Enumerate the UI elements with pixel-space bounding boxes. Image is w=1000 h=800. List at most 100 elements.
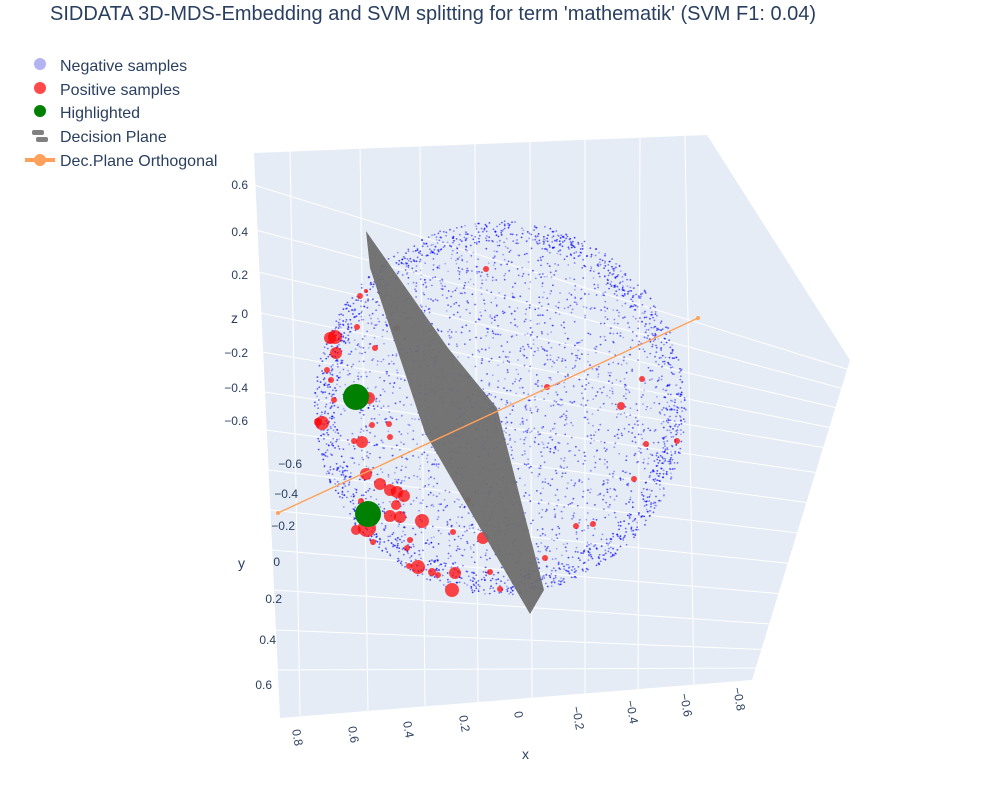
negative-sample-point	[643, 316, 646, 319]
negative-sample-point	[429, 279, 432, 281]
legend-item-negative[interactable]: Negative samples	[34, 58, 187, 75]
negative-sample-point	[461, 554, 464, 557]
negative-sample-point	[625, 384, 627, 387]
negative-sample-point	[419, 465, 422, 467]
negative-sample-point	[564, 546, 567, 549]
negative-sample-point	[546, 333, 549, 336]
negative-sample-point	[393, 382, 396, 384]
negative-sample-point	[537, 561, 540, 564]
negative-sample-point	[584, 459, 586, 462]
negative-sample-point	[475, 336, 477, 339]
negative-sample-point	[553, 539, 555, 542]
negative-sample-point	[633, 287, 635, 289]
legend-item-orthogonal[interactable]: Dec.Plane Orthogonal	[25, 153, 217, 170]
negative-sample-point	[529, 327, 532, 329]
negative-sample-point	[509, 389, 512, 392]
negative-sample-point	[367, 322, 370, 325]
negative-sample-point	[347, 339, 349, 342]
negative-sample-point	[593, 434, 595, 437]
negative-sample-point	[532, 343, 535, 346]
negative-sample-point	[549, 358, 552, 361]
negative-sample-point	[541, 441, 543, 444]
negative-sample-point	[682, 431, 685, 434]
negative-sample-point	[348, 372, 351, 375]
negative-sample-point	[367, 489, 370, 492]
negative-sample-point	[595, 345, 598, 348]
legend-item-positive[interactable]: Positive samples	[34, 82, 180, 99]
negative-sample-point	[634, 317, 637, 320]
negative-sample-point	[680, 429, 682, 431]
legend-item-highlighted[interactable]: Highlighted	[34, 105, 140, 122]
negative-sample-point	[470, 548, 472, 550]
legend-item-decision-plane[interactable]: Decision Plane	[32, 129, 167, 146]
negative-sample-point	[608, 260, 611, 263]
negative-sample-point	[662, 438, 665, 440]
negative-sample-point	[447, 557, 450, 560]
negative-sample-point	[393, 471, 396, 474]
negative-sample-point	[627, 514, 629, 517]
negative-sample-point	[605, 283, 608, 286]
negative-sample-point	[668, 460, 671, 463]
negative-sample-point	[549, 354, 552, 357]
negative-sample-point	[634, 452, 637, 455]
negative-sample-point	[412, 527, 414, 530]
negative-sample-point	[640, 491, 643, 494]
negative-sample-point	[592, 518, 595, 520]
negative-sample-point	[607, 550, 610, 553]
negative-sample-point	[491, 374, 494, 377]
negative-sample-point	[455, 238, 458, 240]
negative-sample-point	[381, 510, 384, 513]
negative-sample-point	[668, 356, 671, 359]
negative-sample-point	[635, 293, 637, 296]
negative-sample-point	[456, 545, 459, 548]
negative-sample-point	[573, 366, 576, 369]
negative-sample-point	[404, 476, 407, 478]
negative-sample-point	[438, 267, 441, 269]
legend-label-highlighted: Highlighted	[60, 105, 140, 122]
negative-sample-point	[656, 327, 658, 330]
3d-scene[interactable]	[253, 135, 851, 718]
negative-sample-point	[323, 465, 326, 468]
negative-sample-point	[523, 495, 526, 497]
negative-sample-point	[654, 501, 657, 504]
legend[interactable]: Negative samples Positive samples Highli…	[25, 58, 217, 170]
negative-sample-point	[652, 326, 655, 329]
negative-sample-point	[604, 300, 607, 303]
negative-sample-point	[390, 542, 393, 544]
negative-sample-point	[383, 379, 386, 382]
negative-sample-point	[353, 316, 356, 319]
negative-sample-point	[625, 544, 628, 546]
y-axis-ticks: −0.6−0.4−0.200.20.40.6	[255, 457, 302, 692]
negative-sample-point	[564, 359, 567, 362]
negative-sample-point	[401, 465, 403, 468]
negative-sample-point	[663, 396, 666, 398]
negative-sample-point	[604, 450, 607, 452]
negative-sample-point	[444, 506, 447, 509]
negative-sample-point	[535, 405, 537, 408]
negative-sample-point	[524, 405, 527, 408]
negative-sample-point	[538, 567, 541, 569]
negative-sample-point	[401, 262, 403, 265]
negative-sample-point	[663, 493, 665, 496]
negative-sample-point	[664, 459, 667, 462]
negative-sample-point	[435, 464, 438, 467]
negative-sample-point	[609, 487, 612, 490]
negative-sample-point	[612, 475, 614, 478]
negative-sample-point	[425, 242, 428, 245]
negative-sample-point	[321, 360, 324, 363]
negative-sample-point	[362, 494, 365, 497]
negative-sample-point	[666, 429, 669, 432]
negative-sample-point	[675, 423, 677, 426]
negative-sample-point	[649, 471, 652, 474]
negative-sample-point	[662, 462, 664, 465]
negative-sample-point	[652, 340, 655, 342]
negative-sample-point	[336, 469, 338, 471]
negative-sample-point	[568, 238, 571, 241]
negative-sample-point	[471, 270, 473, 272]
negative-sample-point	[455, 522, 458, 524]
negative-sample-point	[347, 310, 350, 313]
negative-sample-point	[631, 501, 634, 504]
negative-sample-point	[680, 419, 682, 422]
negative-sample-point	[494, 396, 497, 398]
